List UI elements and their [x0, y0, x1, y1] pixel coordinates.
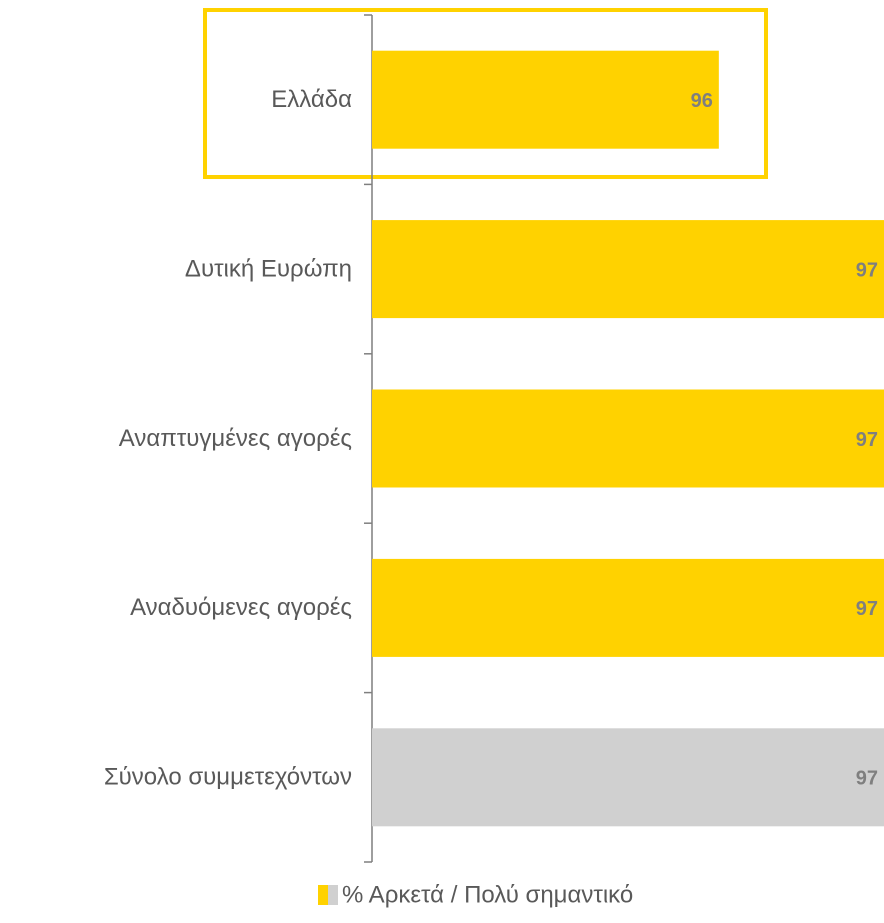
bar: [372, 389, 884, 488]
value-label: 97: [856, 429, 878, 451]
value-label: 97: [856, 598, 878, 620]
value-label: 97: [856, 259, 878, 281]
bar: [372, 220, 884, 319]
value-label: 97: [856, 768, 878, 790]
category-label: Αναπτυγμένες αγορές: [119, 425, 352, 452]
bar: [372, 50, 719, 149]
value-label: 96: [691, 90, 713, 112]
legend-swatch: [318, 885, 328, 905]
bar: [372, 558, 884, 657]
bar: [372, 728, 884, 827]
legend-swatch: [328, 885, 338, 905]
highlight-box: [203, 8, 768, 179]
category-label: Αναδυόμενες αγορές: [130, 594, 352, 621]
legend-label: % Αρκετά / Πολύ σημαντικό: [342, 881, 633, 908]
category-label: Σύνολο συμμετεχόντων: [104, 764, 352, 791]
category-label: Δυτική Ευρώπη: [185, 255, 352, 282]
category-label: Ελλάδα: [271, 86, 352, 113]
